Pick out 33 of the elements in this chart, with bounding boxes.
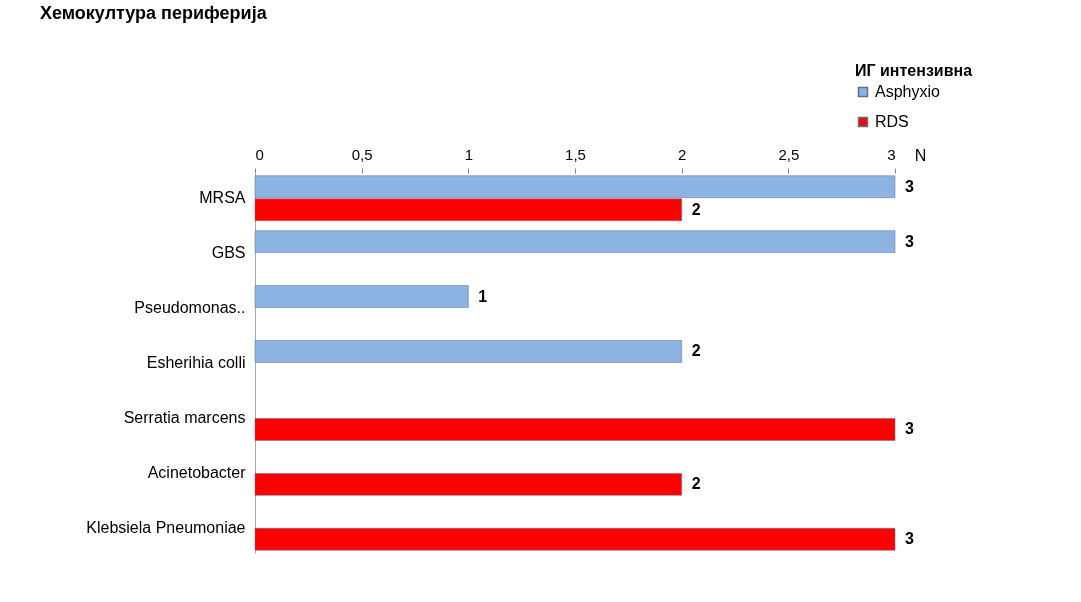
data-label: 3 [905,420,914,438]
x-tick-label: 2 [677,145,687,163]
bar [254,528,896,551]
legend-label: Asphyxio [875,83,941,100]
y-tick-label: Acinetobacter [147,463,247,481]
data-label: 2 [691,200,701,218]
x-tick-label: 0,5 [351,145,373,163]
data-label: 3 [905,177,914,195]
x-axis-title: N [914,146,927,164]
y-tick-label: Serratia marcens [123,408,246,426]
data-label: 3 [905,530,914,548]
bar [254,230,896,253]
y-tick-label: Pseudomonas.. [134,299,246,317]
x-tick-label: 2,5 [778,145,800,163]
data-label: 3 [905,232,914,250]
chart-title: Хемокултура периферија [40,3,268,23]
y-tick-label: MRSA [199,189,246,207]
y-tick-label: Klebsiela Pneumoniae [86,518,246,536]
x-tick-label: 1 [464,145,474,163]
x-tick-label: 1,5 [565,145,586,163]
bar [254,473,682,496]
x-tick-label: 3 [887,145,896,163]
bar [254,418,896,441]
bar [254,340,682,363]
x-tick-label: 0 [255,145,264,163]
legend-label: RDS [875,113,909,130]
data-label: 2 [691,342,701,360]
legend-title: ИГ интензивна [855,62,973,79]
y-tick-label: Esherihia colli [146,354,246,371]
bar [254,285,469,308]
data-label: 2 [691,475,701,493]
y-tick-label: GBS [211,244,246,262]
data-label: 1 [478,287,488,305]
